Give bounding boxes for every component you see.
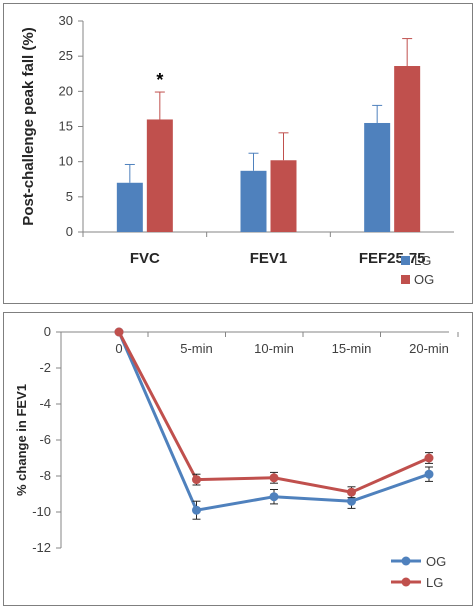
legend-label-og: OG bbox=[414, 272, 434, 287]
y-tick-label: 5 bbox=[66, 189, 73, 204]
y-tick-label: -4 bbox=[39, 396, 51, 411]
legend-swatch-lg bbox=[401, 256, 410, 265]
x-tick-label: 15-min bbox=[332, 341, 372, 356]
x-category-label: FEV1 bbox=[250, 250, 288, 267]
y-axis-title: Post-challenge peak fall (%) bbox=[20, 27, 37, 225]
x-category-label: FVC bbox=[130, 250, 160, 267]
bar-lg-fef25-75 bbox=[364, 122, 391, 232]
y-tick-label: 15 bbox=[59, 119, 73, 134]
line-chart-panel: 0 -2 -4 -6 -8 -10 -12 0 5-min 10-min 15-min 20-min%… bbox=[3, 312, 473, 606]
legend-label-lg: LG bbox=[414, 253, 431, 268]
x-tick-label: 10-min bbox=[254, 341, 294, 356]
data-point-lg bbox=[114, 327, 124, 337]
data-point-og bbox=[269, 492, 279, 502]
y-tick-label: 20 bbox=[59, 83, 73, 98]
series-line-lg bbox=[117, 331, 430, 494]
y-tick-label: 25 bbox=[59, 48, 73, 63]
y-tick-label: -8 bbox=[39, 468, 51, 483]
y-tick-label: -12 bbox=[32, 540, 51, 555]
x-tick-label: 0 bbox=[115, 341, 122, 356]
x-tick-label: 20-min bbox=[409, 341, 449, 356]
y-tick-label: 10 bbox=[59, 154, 73, 169]
line-chart: 0 -2 -4 -6 -8 -10 -12 0 5-min 10-min 15-min 20-min%… bbox=[14, 324, 459, 590]
bar-og-fvc bbox=[146, 119, 173, 232]
legend-swatch-og bbox=[401, 275, 410, 284]
significance-marker: * bbox=[156, 70, 163, 90]
legend-label-lg: LG bbox=[426, 575, 443, 590]
data-point-og bbox=[192, 505, 201, 515]
data-point-lg bbox=[424, 453, 434, 463]
x-tick-label: 5-min bbox=[180, 341, 213, 356]
legend-marker-og bbox=[401, 556, 411, 566]
data-point-og bbox=[347, 496, 356, 506]
bar-og-fev1 bbox=[270, 160, 297, 232]
legend-label-og: OG bbox=[426, 554, 446, 569]
bar-lg-fev1 bbox=[240, 170, 267, 232]
y-tick-label: 0 bbox=[44, 324, 51, 339]
legend-marker-lg bbox=[401, 577, 411, 587]
bar-chart-panel: 0 5 10 15 20 25 30 FVC FEV1 FEF25-75 * Post-challen… bbox=[3, 3, 473, 304]
bar-og-fef25-75 bbox=[394, 66, 421, 232]
bar-lg-fvc bbox=[116, 182, 143, 232]
y-axis-title: % change in FEV1 bbox=[14, 384, 29, 496]
data-point-lg bbox=[269, 473, 279, 483]
data-point-lg bbox=[347, 487, 356, 497]
data-point-og bbox=[424, 469, 434, 479]
y-tick-label: -2 bbox=[39, 360, 51, 375]
y-tick-label: 30 bbox=[59, 13, 73, 28]
data-point-lg bbox=[192, 475, 201, 485]
y-tick-label: -6 bbox=[39, 432, 51, 447]
y-tick-label: 0 bbox=[66, 224, 73, 239]
y-tick-label: -10 bbox=[32, 504, 51, 519]
